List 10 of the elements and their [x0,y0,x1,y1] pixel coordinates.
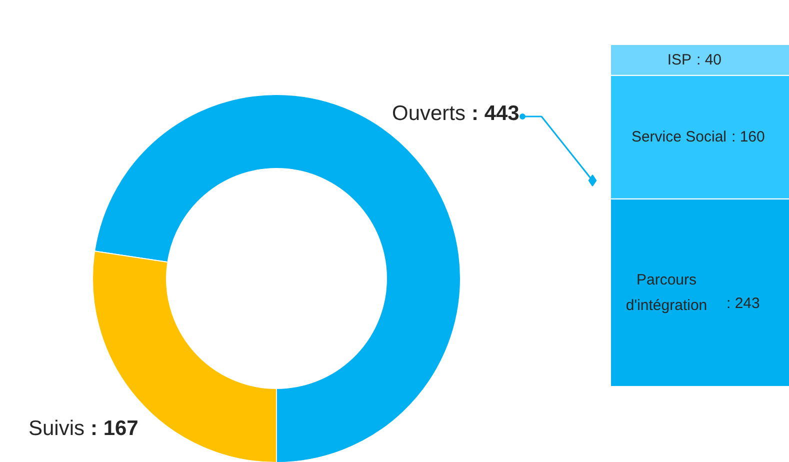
series-label: Service Social [631,128,727,146]
data-label: : 443 [472,102,520,125]
data-label: : 40 [696,51,722,68]
series-label: Parcours d'intégration [626,271,708,314]
series-label: ISP [667,51,692,68]
slice-label: Ouverts [392,102,466,125]
data-label: : 167 [90,417,138,440]
data-label: : 160 [732,128,765,146]
data-label: : 243 [726,295,760,312]
slice-label: Suivis [28,417,85,440]
